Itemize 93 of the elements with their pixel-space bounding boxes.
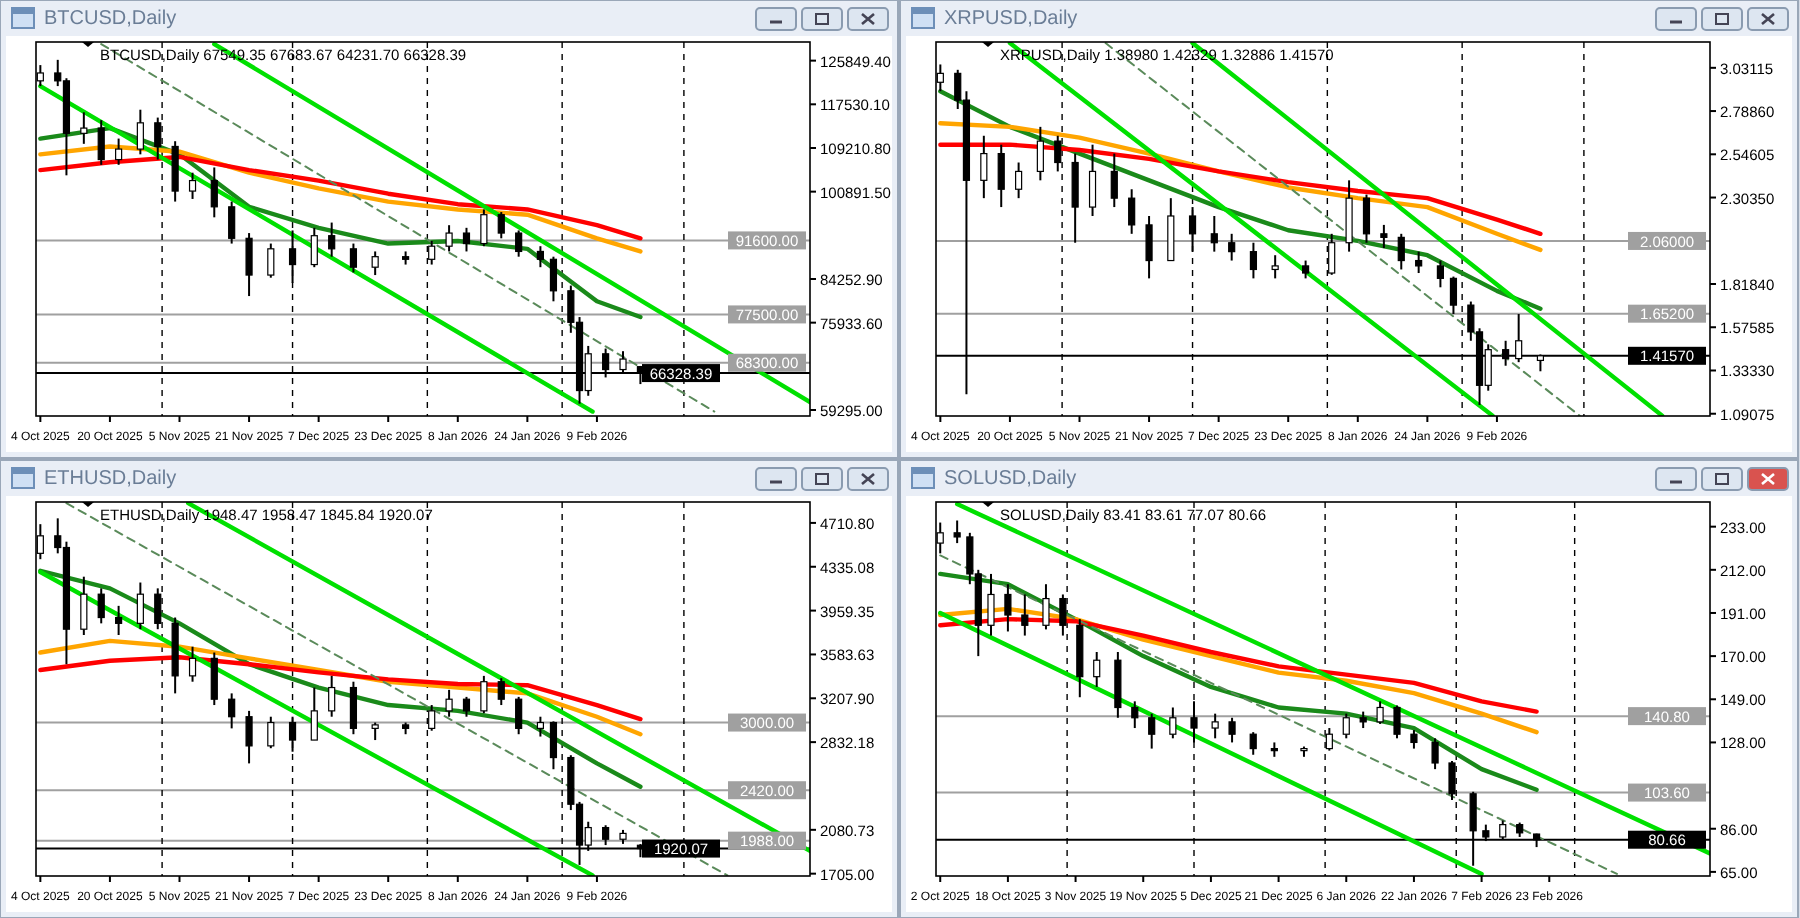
line-series: [938, 616, 1539, 714]
candlestick: [1211, 712, 1219, 740]
candlestick: [462, 226, 471, 253]
line-series: [938, 571, 1539, 792]
candlestick: [1128, 188, 1136, 235]
line-series: [938, 142, 1543, 237]
candlestick: [228, 692, 236, 730]
candlestick: [1148, 712, 1156, 750]
line-series: [38, 125, 643, 320]
candlestick: [349, 242, 358, 274]
candlestick: [97, 119, 105, 166]
candlestick: [497, 677, 505, 707]
candlestick: [497, 211, 505, 240]
candlestick: [462, 695, 471, 718]
line-series: [38, 144, 643, 254]
candlestick: [1088, 143, 1097, 217]
candlestick: [1397, 232, 1405, 271]
candlestick: [445, 224, 453, 253]
candlestick: [515, 229, 523, 258]
candlestick: [188, 171, 197, 200]
candlestick: [80, 575, 88, 637]
chart-title: XRPUSD,Daily: [944, 8, 1078, 30]
line-series: [938, 121, 1543, 253]
candlestick: [1036, 125, 1044, 182]
line-series: [938, 89, 1543, 311]
line-series: [38, 568, 643, 789]
candlestick: [1110, 152, 1118, 209]
candlestick: [1015, 161, 1023, 200]
candlestick: [328, 674, 336, 718]
candlestick: [445, 688, 453, 718]
candlestick: [210, 166, 218, 219]
candlestick: [1362, 193, 1371, 244]
candlestick: [1249, 241, 1258, 280]
candlestick: [1410, 729, 1418, 750]
candlestick: [1431, 737, 1439, 771]
candlestick: [310, 686, 318, 742]
candlestick: [1114, 651, 1122, 719]
candlestick: [267, 715, 275, 750]
candlestick: [1380, 223, 1388, 250]
candlestick: [115, 137, 123, 166]
candlestick: [1021, 593, 1029, 637]
candlestick: [987, 572, 995, 637]
line-series: [38, 638, 643, 737]
candlestick: [188, 645, 197, 683]
chart-title: BTCUSD,Daily: [44, 8, 177, 30]
candlestick: [1249, 731, 1257, 756]
candlestick: [980, 134, 988, 200]
candlestick: [267, 242, 275, 279]
candlestick: [480, 208, 488, 248]
candlestick: [1093, 651, 1101, 688]
candlestick: [1449, 275, 1458, 316]
candlestick: [1393, 704, 1401, 740]
candlestick: [1415, 250, 1423, 275]
candlestick: [97, 587, 105, 625]
candlestick: [1436, 259, 1444, 289]
candlestick: [328, 221, 336, 258]
candlestick: [245, 709, 253, 765]
candlestick: [1145, 214, 1153, 280]
candlestick: [136, 108, 144, 156]
candlestick: [1376, 700, 1384, 725]
chart-title: SOLUSD,Daily: [944, 468, 1077, 490]
chart-title: ETHUSD,Daily: [44, 468, 177, 490]
candlestick: [228, 200, 236, 245]
candlestick: [136, 581, 144, 631]
candlestick: [515, 695, 523, 736]
candlestick: [997, 143, 1005, 209]
candlestick: [480, 674, 488, 715]
candlestick: [1271, 254, 1279, 280]
candlestick: [371, 250, 379, 277]
candlestick: [1071, 152, 1079, 244]
candlestick: [1342, 712, 1350, 740]
candlestick: [1345, 179, 1353, 253]
candlestick: [310, 226, 318, 269]
candlestick: [536, 715, 544, 738]
candlestick: [1228, 232, 1236, 262]
candlestick: [953, 519, 961, 545]
candlestick: [1167, 197, 1175, 262]
candlestick: [210, 651, 218, 707]
candlestick: [1228, 716, 1236, 744]
candlestick: [536, 245, 544, 269]
candlestick: [245, 232, 253, 298]
candlestick: [1042, 583, 1050, 631]
candlestick: [549, 255, 558, 303]
candlestick: [1169, 706, 1177, 740]
candlestick: [549, 720, 558, 771]
line-series: [38, 655, 643, 722]
candlestick: [349, 680, 358, 736]
candlestick: [115, 604, 123, 637]
candlestick: [1210, 214, 1218, 253]
candlestick: [80, 111, 88, 145]
candlestick: [171, 140, 179, 203]
candlestick: [1004, 583, 1012, 633]
candlestick: [1131, 700, 1139, 730]
